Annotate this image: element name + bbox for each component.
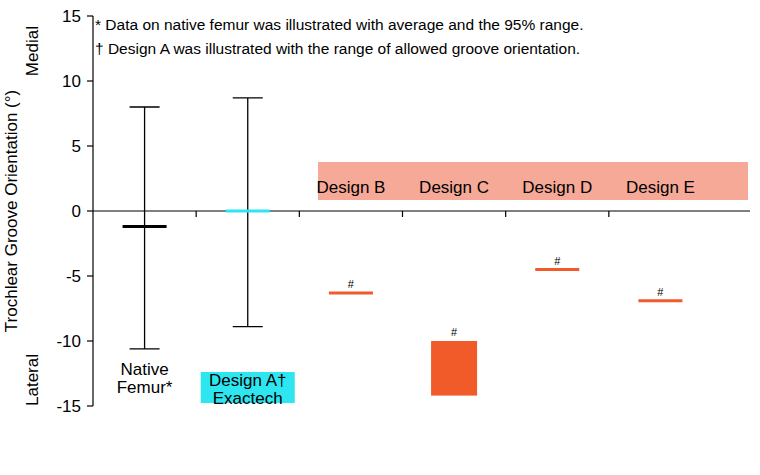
y-tick-label: -15: [56, 397, 81, 416]
y-tick-label: 15: [62, 7, 81, 26]
category-label-line: Exactech: [213, 389, 283, 408]
mean-line: [226, 210, 270, 213]
annotation: * Data on native femur was illustrated w…: [95, 16, 584, 33]
y-tick-label: -10: [56, 332, 81, 351]
category-label-line: Design D: [522, 178, 592, 197]
mean-line: [329, 291, 373, 294]
y-tick: [87, 145, 93, 146]
category-divider: [505, 211, 506, 217]
category-label-line: Native: [120, 360, 168, 379]
y-tick: [87, 210, 93, 211]
category-divider: [299, 211, 300, 217]
category-label-line: Design B: [316, 178, 385, 197]
significance-label: #: [348, 278, 355, 290]
medial-label: Medial: [23, 26, 42, 76]
range-box: [431, 341, 477, 396]
y-tick: [87, 80, 93, 81]
lateral-label: Lateral: [23, 354, 42, 406]
mean-line: [638, 299, 682, 302]
y-tick-label: -5: [66, 267, 81, 286]
y-axis-label: Trochlear Groove Orientation (°): [2, 90, 21, 332]
significance-label: #: [657, 286, 664, 298]
category-label-line: Femur*: [117, 378, 173, 397]
category-label: Design A†Exactech: [209, 371, 287, 408]
significance-label: #: [554, 255, 561, 267]
category-label-line: Design A†: [209, 371, 287, 390]
category-divider: [196, 211, 197, 217]
mean-line: [123, 225, 167, 228]
zero-line: [93, 210, 750, 211]
y-tick: [87, 15, 93, 16]
significance-label: #: [451, 326, 458, 338]
y-tick: [87, 405, 93, 406]
y-tick: [87, 275, 93, 276]
y-tick-label: 10: [62, 72, 81, 91]
category-label: Design C: [419, 178, 489, 197]
annotation: † Design A was illustrated with the rang…: [95, 40, 580, 57]
y-tick: [87, 340, 93, 341]
category-label: NativeFemur*: [117, 360, 173, 397]
category-label-line: Design C: [419, 178, 489, 197]
mean-line: [535, 268, 579, 271]
category-label: Design B: [316, 178, 385, 197]
category-label: Design D: [522, 178, 592, 197]
y-tick-label: 5: [72, 137, 81, 156]
y-tick-label: 0: [72, 202, 81, 221]
category-label-line: Design E: [626, 178, 695, 197]
category-divider: [402, 211, 403, 217]
category-divider: [608, 211, 609, 217]
category-label: Design E: [626, 178, 695, 197]
chart: * Data on native femur was illustrated w…: [0, 0, 760, 475]
marks: [123, 98, 683, 396]
